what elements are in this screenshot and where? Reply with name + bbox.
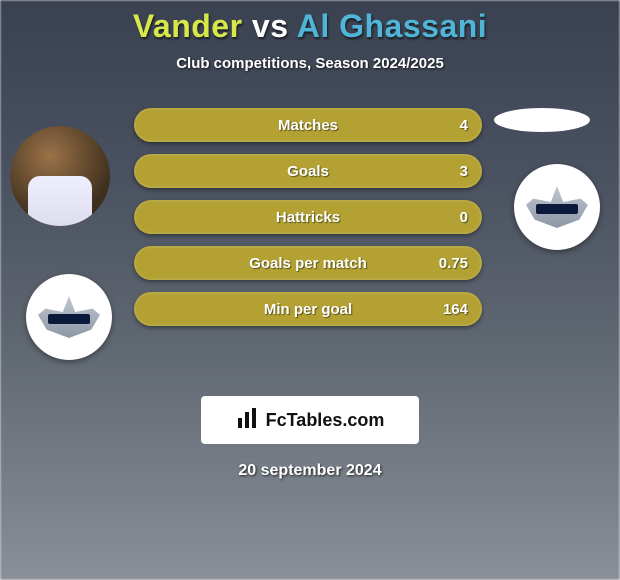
stat-label: Matches bbox=[278, 117, 338, 134]
club-logo-right bbox=[514, 164, 600, 250]
stat-row-matches: Matches 4 bbox=[134, 108, 482, 142]
player2-name: Al Ghassani bbox=[297, 8, 487, 44]
stat-label: Goals per match bbox=[249, 255, 367, 272]
stat-label: Hattricks bbox=[276, 209, 340, 226]
stat-row-goals: Goals 3 bbox=[134, 154, 482, 188]
comparison-title: Vander vs Al Ghassani bbox=[0, 0, 620, 45]
stat-value: 0.75 bbox=[439, 255, 468, 272]
snapshot-date: 20 september 2024 bbox=[0, 462, 620, 480]
site-branding: FcTables.com bbox=[201, 396, 419, 444]
player1-name: Vander bbox=[133, 8, 243, 44]
vs-label: vs bbox=[252, 8, 289, 44]
competition-subtitle: Club competitions, Season 2024/2025 bbox=[0, 55, 620, 72]
player1-avatar bbox=[10, 126, 110, 226]
stat-label: Min per goal bbox=[264, 301, 352, 318]
stats-bars: Matches 4 Goals 3 Hattricks 0 Goals per … bbox=[134, 108, 482, 338]
bar-chart-icon bbox=[236, 406, 260, 435]
stat-label: Goals bbox=[287, 163, 329, 180]
stat-row-goals-per-match: Goals per match 0.75 bbox=[134, 246, 482, 280]
stat-value: 3 bbox=[460, 163, 468, 180]
site-name: FcTables.com bbox=[266, 410, 385, 431]
stat-row-hattricks: Hattricks 0 bbox=[134, 200, 482, 234]
stat-value: 0 bbox=[460, 209, 468, 226]
stat-value: 4 bbox=[460, 117, 468, 134]
player2-avatar bbox=[494, 108, 590, 132]
club-logo-left bbox=[26, 274, 112, 360]
stat-value: 164 bbox=[443, 301, 468, 318]
stat-row-min-per-goal: Min per goal 164 bbox=[134, 292, 482, 326]
